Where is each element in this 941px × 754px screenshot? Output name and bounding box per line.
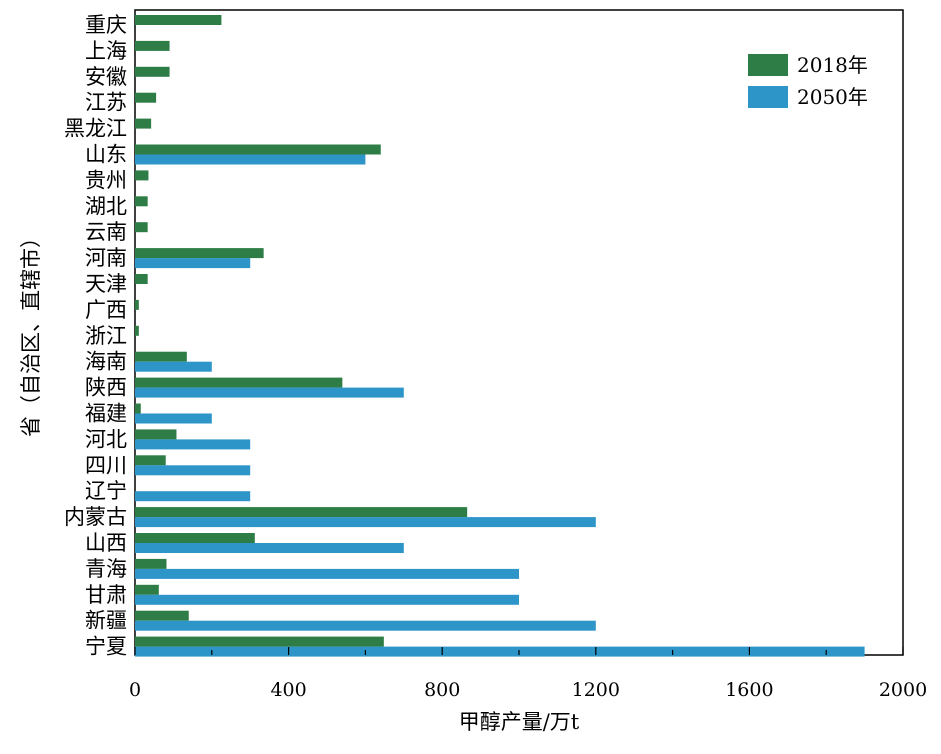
bar-2018 xyxy=(135,429,177,440)
bar-2018 xyxy=(135,15,222,25)
category-label: 上海 xyxy=(85,39,127,63)
bars-layer xyxy=(135,15,865,657)
bar-2050 xyxy=(135,543,404,553)
x-tick-label: 800 xyxy=(424,679,460,701)
y-axis-title: 省（自治区、直辖市） xyxy=(19,227,43,437)
bar-2050 xyxy=(135,413,212,424)
category-label: 湖北 xyxy=(85,194,127,218)
category-label: 安徽 xyxy=(85,65,127,89)
bar-2018 xyxy=(135,558,167,569)
category-label: 内蒙古 xyxy=(64,505,127,529)
category-label: 海南 xyxy=(85,350,127,374)
category-label: 重庆 xyxy=(85,13,127,37)
bar-2050 xyxy=(135,517,596,528)
category-label: 浙江 xyxy=(85,324,127,348)
category-label: 陕西 xyxy=(85,376,127,400)
bar-2050 xyxy=(135,568,519,579)
category-label: 贵州 xyxy=(85,168,127,192)
bar-2050 xyxy=(135,154,366,165)
x-tick-label: 2000 xyxy=(879,679,927,701)
x-axis-ticks: 0 400 800 1200 1600 2000 xyxy=(129,647,927,701)
category-label: 河北 xyxy=(85,427,127,451)
bar-2018 xyxy=(135,222,148,233)
bar-2018 xyxy=(135,584,159,595)
legend-label: 2018年 xyxy=(797,53,868,77)
bar-2018 xyxy=(135,610,189,621)
bar-2018 xyxy=(135,325,139,336)
category-label: 甘肃 xyxy=(85,583,127,607)
bar-2050 xyxy=(135,646,865,657)
bar-2050 xyxy=(135,439,251,450)
category-label: 天津 xyxy=(85,272,127,296)
category-label: 广西 xyxy=(85,298,127,322)
category-label: 云南 xyxy=(85,220,127,244)
category-label: 四川 xyxy=(85,453,127,477)
bar-2018 xyxy=(135,533,255,543)
bar-2018 xyxy=(135,40,170,51)
category-label: 福建 xyxy=(85,402,127,426)
bar-2018 xyxy=(135,351,187,362)
bar-2050 xyxy=(135,387,404,398)
category-label: 山东 xyxy=(85,143,127,167)
category-label: 黑龙江 xyxy=(64,117,127,141)
bar-2050 xyxy=(135,620,596,631)
bar-2018 xyxy=(135,455,166,466)
legend-swatch xyxy=(748,54,788,76)
bar-2018 xyxy=(135,170,149,181)
legend-swatch xyxy=(748,86,788,108)
bar-2018 xyxy=(135,636,384,647)
bar-2050 xyxy=(135,491,251,502)
category-label: 山西 xyxy=(85,531,127,555)
category-label: 宁夏 xyxy=(85,635,127,659)
bar-2018 xyxy=(135,196,148,207)
bar-2018 xyxy=(135,403,141,414)
x-tick-label: 1600 xyxy=(725,679,773,701)
bar-2050 xyxy=(135,594,519,605)
category-label: 江苏 xyxy=(85,91,127,115)
x-tick-label: 1200 xyxy=(572,679,620,701)
bar-2018 xyxy=(135,144,381,155)
category-labels: 重庆上海安徽江苏黑龙江山东贵州湖北云南河南天津广西浙江海南陕西福建河北四川辽宁内… xyxy=(64,13,127,659)
bar-2050 xyxy=(135,258,251,269)
x-axis-title: 甲醇产量/万t xyxy=(459,710,580,734)
bar-2018 xyxy=(135,92,157,103)
bar-2018 xyxy=(135,377,343,388)
bar-2050 xyxy=(135,465,251,476)
legend-label: 2050年 xyxy=(797,85,868,109)
x-tick-label: 0 xyxy=(129,679,141,701)
category-label: 新疆 xyxy=(85,609,127,633)
x-tick-label: 400 xyxy=(270,679,306,701)
category-label: 河南 xyxy=(85,246,127,270)
bar-2018 xyxy=(135,274,148,284)
category-label: 辽宁 xyxy=(85,479,127,503)
legend: 2018年 2050年 xyxy=(748,53,868,109)
bar-2050 xyxy=(135,361,212,372)
bar-2018 xyxy=(135,299,139,310)
bar-2018 xyxy=(135,118,152,129)
bar-2018 xyxy=(135,507,468,518)
bar-2018 xyxy=(135,248,264,259)
category-label: 青海 xyxy=(85,557,127,581)
bar-2018 xyxy=(135,66,170,77)
